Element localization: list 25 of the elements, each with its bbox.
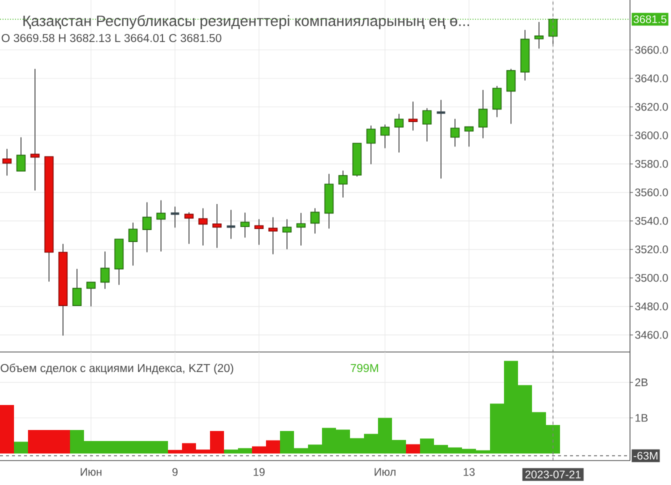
y-tick-label: 1B [636,414,648,422]
ref-line-label: 3681.5 [634,15,666,24]
text: O 3669.58 H 3682.13 L 3664.01 C 3681.50 [2,34,222,42]
y-tick-label: 3480.0 [635,302,668,310]
y-tick-label: 3500.0 [635,274,668,282]
x-tick-label: Июн [80,468,102,476]
y-tick-label: 3520.0 [635,245,668,254]
y-tick-label: 3600.0 [635,131,668,140]
y-tick-label: 3660.0 [635,46,668,54]
y-tick-label: 3460.0 [635,331,668,339]
y-tick-label: 3620.0 [635,102,668,111]
y-tick-label: 3640.0 [635,74,668,82]
y-tick-label: 2B [635,378,648,386]
text: Қазақстан Республикасы резиденттері компанияларының ең ө... [23,15,469,30]
text: Объем сделок с акциями Индекса, KZT (20) [0,364,234,374]
x-tick-label: 19 [254,468,265,476]
x-tick-label: 13 [464,468,475,476]
y-tick-label: 3560.0 [635,188,668,196]
x-tick-label: 9 [172,468,178,476]
ref-line-label: -63M [634,452,658,460]
annotation: 799M [350,364,378,372]
x-tick-label: Июл [374,468,396,476]
y-tick-label: 3540.0 [635,216,668,225]
y-tick-label: 3580.0 [635,160,668,168]
x-tick-label: 2023-07-21 [525,470,581,478]
